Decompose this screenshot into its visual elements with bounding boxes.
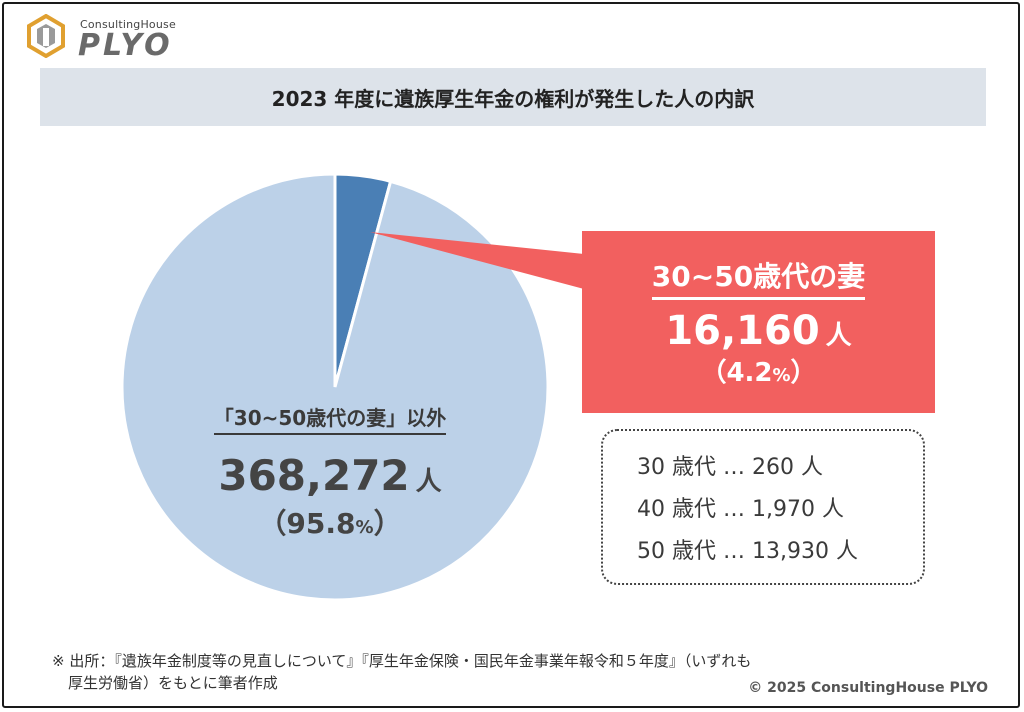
callout-count-line: 16,160 人: [582, 310, 935, 352]
footnote-line-1: ※ 出所：『遺族年金制度等の見直しについて』『厚生年金保険・国民年金事業年報令和…: [52, 652, 752, 670]
age-breakdown-box: 30 歳代 … 260 人 40 歳代 … 1,970 人 50 歳代 … 13…: [601, 429, 925, 585]
breakdown-count: 260: [752, 455, 794, 480]
callout-percent: （4.2: [700, 358, 773, 388]
breakdown-dots: …: [723, 455, 745, 480]
pie-main-unit: 人: [415, 467, 442, 497]
pie-main-percent-line: （95.8%）: [160, 502, 500, 542]
pie-main-percent-sign: %: [355, 517, 374, 538]
copyright: © 2025 ConsultingHouse PLYO: [748, 680, 988, 696]
breakdown-dots: …: [723, 539, 745, 564]
callout-unit: 人: [825, 321, 852, 351]
pie-slice-others: [120, 172, 550, 602]
pie-main-count-line: 368,272 人: [160, 451, 500, 500]
footnote-line-2: 厚生労働省）をもとに筆者作成: [68, 674, 278, 692]
pie-main-percent-close: ）: [373, 507, 402, 540]
breakdown-unit: 人: [835, 539, 858, 564]
breakdown-age: 40 歳代: [637, 497, 716, 522]
chart-title: 2023 年度に遺族厚生年金の権利が発生した人の内訳: [40, 68, 986, 126]
logo-subtitle: ConsultingHouse: [80, 18, 176, 31]
breakdown-age: 30 歳代: [637, 455, 716, 480]
pie-main-category: 「30~50歳代の妻」以外: [213, 402, 447, 435]
breakdown-count: 1,970: [752, 497, 815, 522]
callout-category: 30~50歳代の妻: [651, 255, 866, 300]
breakdown-unit: 人: [801, 455, 824, 480]
logo-wordmark: PLYO: [78, 28, 173, 63]
callout-pointer: [370, 232, 584, 289]
breakdown-row: 40 歳代 … 1,970 人: [637, 489, 923, 531]
callout-percent-close: ）: [790, 358, 817, 388]
breakdown-unit: 人: [821, 497, 844, 522]
callout-box: 30~50歳代の妻 16,160 人 （4.2%）: [582, 231, 935, 413]
callout-percent-sign: %: [772, 365, 791, 386]
callout-count: 16,160: [665, 308, 820, 354]
plyo-logo-icon: [27, 13, 65, 59]
pie-main-count: 368,272: [218, 451, 410, 500]
breakdown-dots: …: [723, 497, 745, 522]
breakdown-row: 30 歳代 … 260 人: [637, 447, 923, 489]
pie-main-label: 「30~50歳代の妻」以外 368,272 人 （95.8%）: [160, 402, 500, 542]
callout-percent-line: （4.2%）: [582, 352, 935, 389]
breakdown-row: 50 歳代 … 13,930 人: [637, 531, 923, 573]
source-footnote: ※ 出所：『遺族年金制度等の見直しについて』『厚生年金保険・国民年金事業年報令和…: [52, 650, 751, 694]
breakdown-count: 13,930: [752, 539, 829, 564]
breakdown-age: 50 歳代: [637, 539, 716, 564]
logo: ConsultingHouse PLYO: [26, 13, 196, 63]
pie-main-percent: （95.8: [258, 507, 356, 540]
